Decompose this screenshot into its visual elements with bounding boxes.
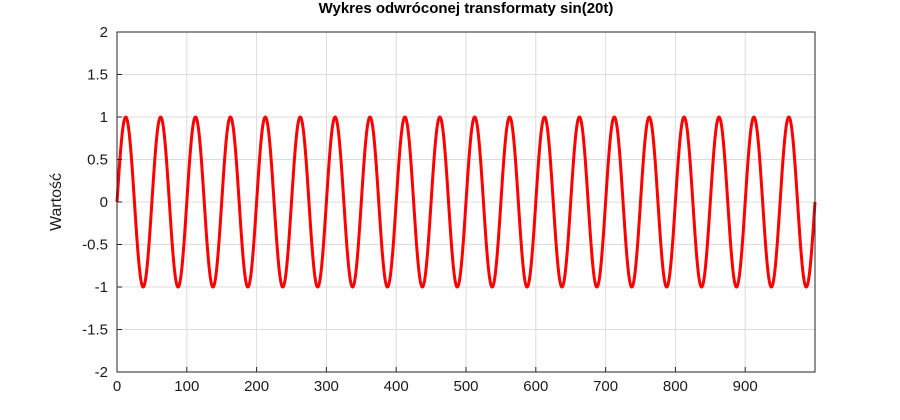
y-axis-label: Wartość [48, 173, 65, 231]
y-tick-label: 0.5 [87, 152, 108, 169]
grid [117, 32, 815, 372]
x-tick-label: 100 [174, 378, 199, 395]
y-tick-label: 2 [100, 24, 108, 41]
x-tick-label: 300 [314, 378, 339, 395]
y-tick-label: 1.5 [87, 67, 108, 84]
x-tick-label: 600 [523, 378, 548, 395]
x-tick-label: 200 [244, 378, 269, 395]
x-tick-label: 400 [384, 378, 409, 395]
y-tick-label: 0 [100, 194, 108, 211]
y-tick-label: -0.5 [82, 237, 108, 254]
y-tick-label: -1 [95, 279, 108, 296]
y-tick-label: 1 [100, 109, 108, 126]
x-tick-label: 700 [593, 378, 618, 395]
ticks: 0 100 200 300 400 500 600 700 800 900 2 1.5 1 0.5 0 -0.… [82, 24, 758, 395]
series-layer [115, 115, 817, 289]
x-tick-label: 900 [733, 378, 758, 395]
x-tick-label: 0 [113, 378, 121, 395]
chart-title: Wykres odwróconej transformaty sin(20t) [319, 0, 614, 17]
x-tick-label: 800 [663, 378, 688, 395]
series-line-sin(20t) [115, 115, 817, 289]
y-tick-label: -1.5 [82, 322, 108, 339]
x-tick-label: 500 [453, 378, 478, 395]
y-tick-label: -2 [95, 364, 108, 381]
